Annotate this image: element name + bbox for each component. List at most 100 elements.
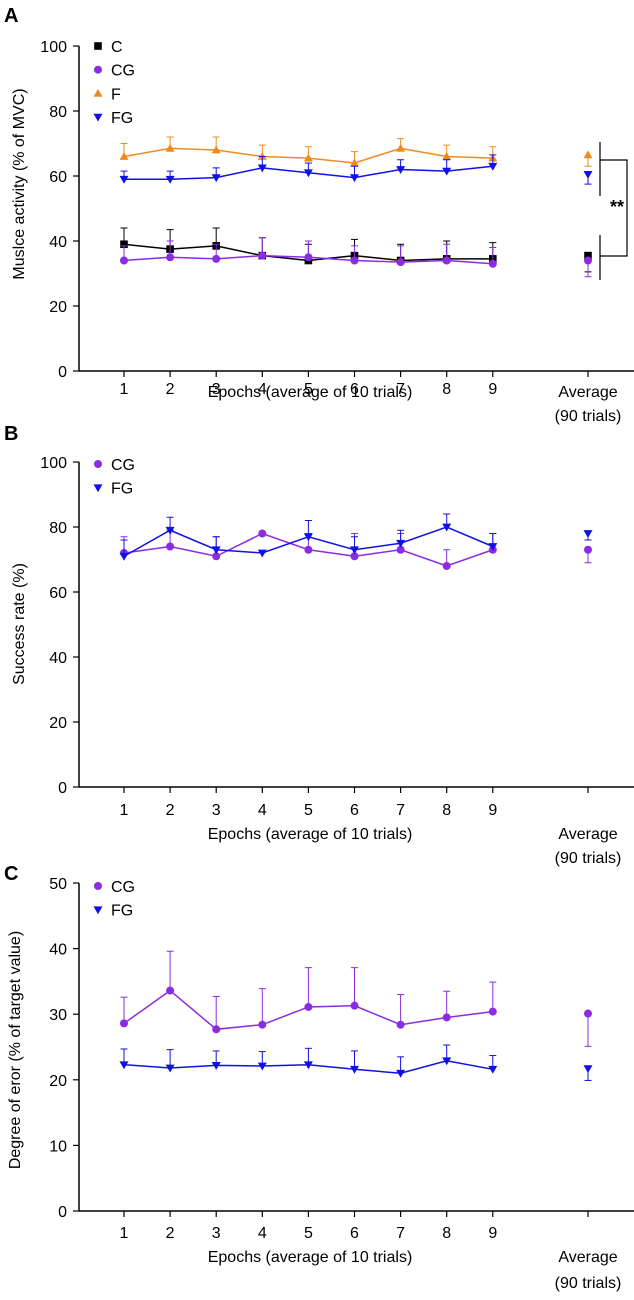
panel-c-plot — [119, 950, 593, 1081]
panel-a-legend-marker-fg — [93, 113, 103, 122]
panel-a-y-tick-label: 100 — [40, 39, 67, 56]
panel-b-legend-label-fg: FG — [111, 481, 133, 498]
panel-b-x-ticks: 1 2 3 4 5 6 7 8 9 — [120, 787, 589, 819]
panel-a-legend-marker-f — [93, 88, 103, 97]
panel-b-letter: B — [4, 423, 18, 445]
panel-a-y-title: Muslce activity (% of MVC) — [11, 88, 28, 279]
panel-c-point-cg — [396, 1020, 405, 1029]
panel-b-legend: CG FG — [93, 457, 135, 498]
panel-a-x-tick-label: 8 — [442, 381, 451, 398]
significance-marker: ** — [610, 197, 624, 217]
panel-c-y-tick-label: 30 — [49, 1007, 67, 1024]
panel-c-y-tick-label: 40 — [49, 942, 67, 959]
panel-c-point-cg — [442, 1013, 451, 1022]
panel-a-legend-label-cg: CG — [111, 63, 135, 80]
panel-a-point-cg — [350, 256, 359, 265]
panel-a-point-fg — [257, 164, 267, 173]
panel-a-x-tick-label: 1 — [120, 381, 129, 398]
panel-b-y-tick-label: 40 — [49, 650, 67, 667]
panel-a-point-fg — [211, 174, 221, 183]
panel-b-legend-marker-fg — [93, 484, 103, 493]
panel-c-average-point-cg — [584, 1009, 592, 1018]
panel-b-point-fg — [119, 552, 129, 561]
panel-a-legend: C CG F FG — [93, 39, 135, 127]
panel-a-point-cg — [120, 256, 128, 265]
panel-a-x-tick-label: 3 — [212, 381, 221, 398]
panel-b-point-fg — [442, 523, 452, 532]
panel-c-point-fg — [303, 1061, 313, 1070]
panel-b-x-tick-label: 6 — [350, 802, 359, 819]
panel-c-x-tick-label: 1 — [120, 1225, 129, 1242]
panel-a-legend-marker-cg — [94, 65, 102, 74]
panel-a-legend-label-fg: FG — [111, 110, 133, 127]
panel-b-average-point-fg — [583, 530, 593, 538]
panel-b-x-tick-label: 5 — [304, 802, 313, 819]
panel-c-point-fg — [396, 1069, 406, 1078]
panel-a-point-f — [350, 158, 359, 167]
panel-b-x-tick-label: 8 — [442, 802, 451, 819]
panel-b-point-fg — [257, 549, 267, 558]
panel-c-point-cg — [350, 1001, 359, 1010]
panel-c-point-fg — [350, 1065, 359, 1074]
panel-c-x-tick-label: 4 — [258, 1225, 267, 1242]
panel-a-x-tick-label: 6 — [350, 381, 359, 398]
panel-a-point-f — [119, 152, 129, 160]
panel-a-average-label: Average — [558, 384, 617, 401]
panel-a-average-point-fg — [583, 171, 593, 179]
panel-b: B Success rate (%) Epochs (average of 10… — [4, 423, 634, 867]
panel-b-x-tick-label: 3 — [212, 802, 221, 819]
panel-b-y-tick-label: 60 — [49, 585, 67, 602]
panel-c-x-tick-label: 3 — [212, 1225, 221, 1242]
panel-c-point-fg — [165, 1064, 175, 1073]
panel-c-y-tick-label: 10 — [49, 1138, 67, 1155]
panel-c-y-tick-label: 20 — [49, 1073, 67, 1090]
panel-a-point-fg — [396, 166, 406, 174]
panel-b-x-tick-label: 2 — [166, 802, 175, 819]
panel-a-point-f — [165, 143, 175, 152]
panel-a-point-cg — [488, 259, 497, 268]
panel-c-x-tick-label: 9 — [488, 1225, 497, 1242]
panel-b-point-cg — [212, 552, 221, 561]
panel-c-point-cg — [120, 1019, 128, 1028]
panel-c-y-ticks: 0 10 20 30 40 50 — [49, 876, 79, 1221]
panel-c-x-ticks: 1 2 3 4 5 6 7 8 9 — [120, 1211, 589, 1242]
panel-a-x-tick-label: 7 — [396, 381, 405, 398]
panel-c-point-fg — [257, 1062, 267, 1071]
panel-b-y-title: Success rate (%) — [11, 563, 28, 685]
panel-a-x-tick-label: 4 — [258, 381, 267, 398]
panel-c-letter: C — [4, 863, 18, 885]
panel-a-point-cg — [166, 253, 175, 262]
panel-a-point-fg — [488, 162, 498, 171]
panel-a-x-tick-label: 9 — [488, 381, 497, 398]
panel-b-average-point-cg — [584, 545, 592, 554]
panel-b-plot — [119, 513, 593, 570]
panel-b-point-fg — [211, 546, 221, 555]
panel-b-point-cg — [396, 545, 405, 554]
panel-c-x-tick-label: 8 — [442, 1225, 451, 1242]
panel-c-point-cg — [488, 1007, 497, 1016]
panel-a-y-tick-label: 40 — [49, 234, 67, 251]
panel-b-point-fg — [350, 546, 359, 555]
panel-a-point-fg — [442, 167, 452, 176]
panel-a-legend-label-c: C — [111, 39, 123, 56]
panel-b-point-cg — [258, 529, 267, 538]
panel-a-point-fg — [303, 169, 313, 178]
panel-b-average-label: Average — [558, 826, 617, 843]
panel-a-point-f — [396, 143, 406, 152]
panel-b-y-tick-label: 100 — [40, 455, 67, 472]
panel-c-average-label: Average — [558, 1249, 617, 1266]
panel-a-average-point-cg — [584, 256, 592, 265]
panel-c-y-tick-label: 50 — [49, 876, 67, 893]
panel-c: C Degree of eror (% of target value) Epo… — [4, 863, 634, 1292]
panel-b-point-cg — [304, 545, 313, 554]
panel-b-x-tick-label: 9 — [488, 802, 497, 819]
panel-c-y-tick-label: 0 — [58, 1204, 67, 1221]
panel-b-y-tick-label: 20 — [49, 715, 67, 732]
panel-a-y-tick-label: 80 — [49, 104, 67, 121]
panel-a-average-point-c — [584, 251, 592, 260]
panel-c-legend-label-cg: CG — [111, 879, 135, 896]
panel-b-point-cg — [166, 542, 175, 551]
panel-c-y-title: Degree of eror (% of target value) — [7, 931, 24, 1169]
panel-a-x-title: Epochs (average of 10 trials) — [208, 384, 413, 401]
